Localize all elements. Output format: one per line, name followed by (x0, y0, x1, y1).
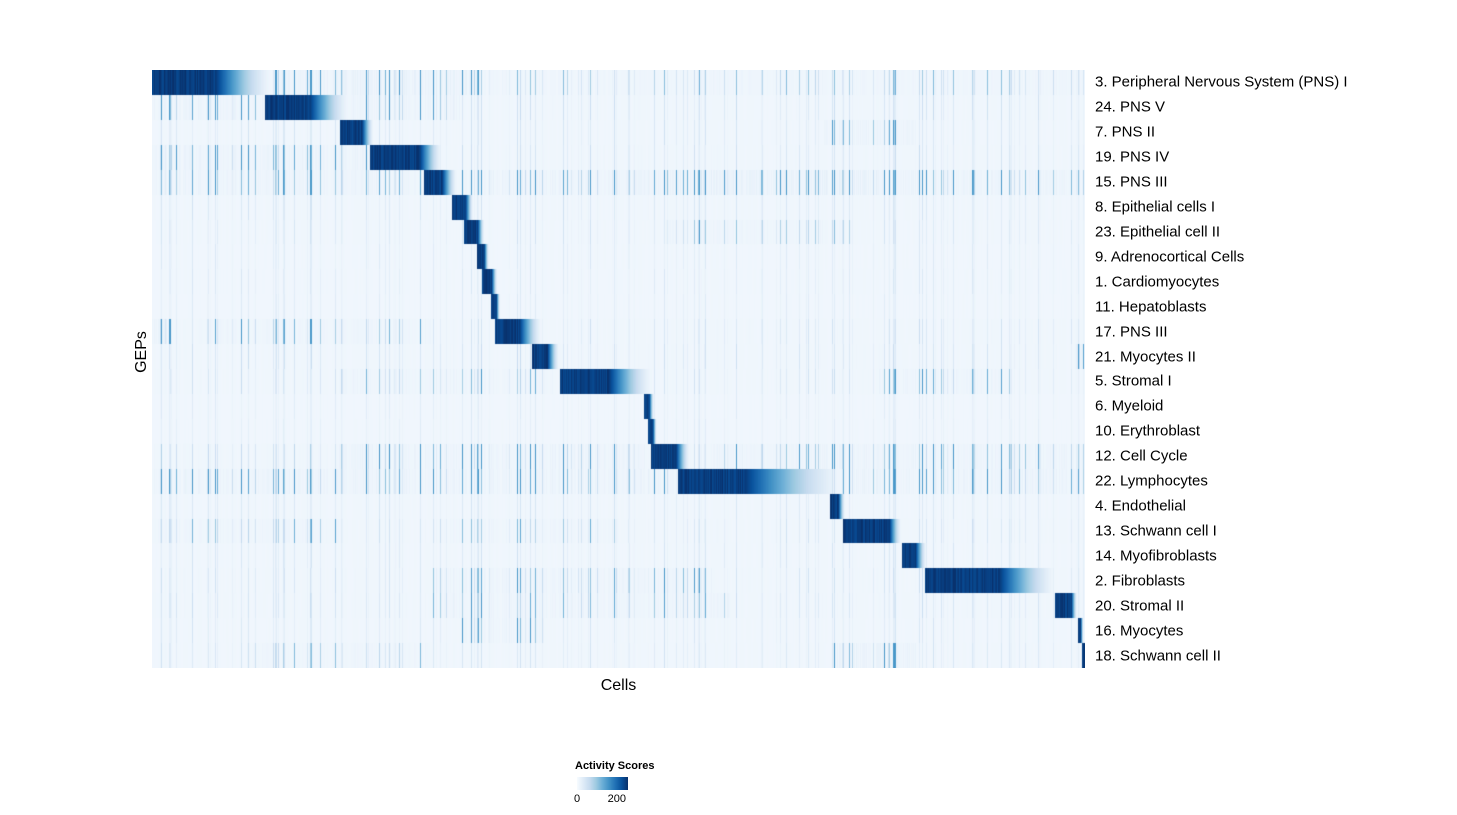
legend-tick-label: 200 (607, 793, 626, 805)
row-label: 15. PNS III (1095, 173, 1168, 191)
x-axis-label: Cells (600, 677, 637, 694)
row-label: 9. Adrenocortical Cells (1095, 248, 1245, 266)
legend-gradient (577, 777, 628, 790)
row-label: 24. PNS V (1095, 98, 1166, 116)
row-label: 1. Cardiomyocytes (1095, 273, 1220, 291)
heatmap-canvas (152, 70, 1085, 668)
row-label: 16. Myocytes (1095, 622, 1184, 640)
row-label: 2. Fibroblasts (1095, 572, 1186, 590)
row-labels: 3. Peripheral Nervous System (PNS) I 24. … (1095, 70, 1455, 668)
row-label: 13. Schwann cell I (1095, 522, 1217, 540)
legend-ticks: 0 200 (573, 793, 695, 806)
legend-tick-label: 0 (573, 793, 581, 805)
row-label: 22. Lymphocytes (1095, 472, 1208, 490)
row-label: 21. Myocytes II (1095, 348, 1196, 366)
row-label: 20. Stromal II (1095, 597, 1185, 615)
row-label: 7. PNS II (1095, 123, 1156, 141)
row-label: 8. Epithelial cells I (1095, 198, 1216, 216)
row-label: 18. Schwann cell II (1095, 647, 1221, 665)
y-axis-label: GEPs (133, 331, 150, 373)
legend-title: Activity Scores (575, 760, 655, 772)
row-label: 11. Hepatoblasts (1095, 298, 1207, 316)
row-label: 10. Erythroblast (1095, 422, 1201, 440)
row-label: 12. Cell Cycle (1095, 447, 1188, 465)
legend: Activity Scores 0 200 (573, 760, 695, 806)
row-label: 6. Myeloid (1095, 397, 1164, 415)
row-label: 19. PNS IV (1095, 148, 1170, 166)
row-label: 5. Stromal I (1095, 372, 1172, 390)
row-label: 4. Endothelial (1095, 497, 1186, 515)
row-label: 14. Myofibroblasts (1095, 547, 1217, 565)
row-label: 17. PNS III (1095, 323, 1168, 341)
row-label: 3. Peripheral Nervous System (PNS) I (1095, 73, 1348, 91)
row-label: 23. Epithelial cell II (1095, 223, 1221, 241)
